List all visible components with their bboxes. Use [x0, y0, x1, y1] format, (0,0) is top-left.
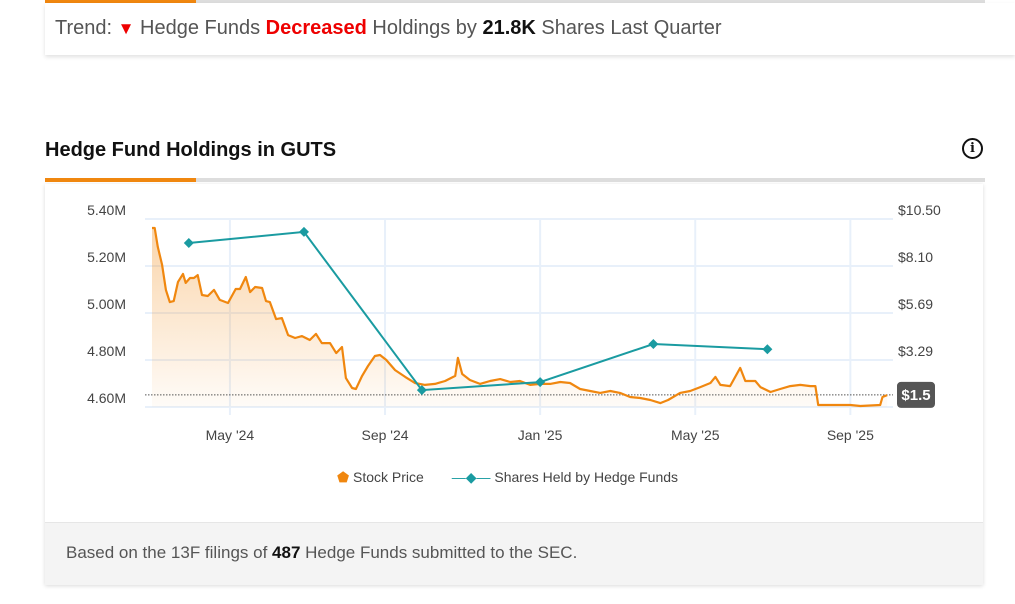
y-right-tick-label: $8.10 — [898, 249, 933, 265]
shares-held-point — [535, 377, 546, 388]
footer-note: Based on the 13F filings of 487 Hedge Fu… — [45, 522, 983, 585]
y-right-tick-label: $10.50 — [898, 202, 941, 218]
trend-text: Shares Last Quarter — [541, 17, 722, 39]
x-tick-label: Sep '24 — [362, 427, 409, 443]
chart-legend: ⬟ Stock Price —◆— Shares Held by Hedge F… — [0, 469, 1015, 486]
y-left-tick-label: 5.20M — [87, 249, 126, 265]
trend-amount: 21.8K — [482, 17, 536, 39]
shares-held-point — [416, 385, 427, 396]
trend-summary: Trend: ▼ Hedge Funds Decreased Holdings … — [45, 3, 1015, 55]
shares-held-line — [188, 230, 768, 392]
top-tab-bar — [45, 0, 985, 4]
current-price-label: $1.5 — [901, 387, 930, 404]
y-left-tick-label: 5.00M — [87, 296, 126, 312]
x-tick-label: May '25 — [671, 427, 720, 443]
y-right-tick-label: $3.29 — [898, 343, 933, 359]
active-tab-indicator — [45, 0, 196, 4]
x-tick-label: Sep '25 — [827, 427, 874, 443]
teal-diamond-icon: —◆— — [451, 469, 491, 485]
legend-shares-held[interactable]: —◆— Shares Held by Hedge Funds — [452, 469, 678, 485]
legend-label: Shares Held by Hedge Funds — [494, 469, 679, 485]
price-area — [151, 228, 888, 407]
y-left-tick-label: 4.80M — [87, 343, 126, 359]
footer-text: Based on the 13F filings of — [66, 543, 268, 562]
footer-text: Hedge Funds submitted to the SEC. — [305, 543, 578, 562]
active-tab-indicator — [45, 178, 196, 182]
orange-marker-icon: ⬟ — [336, 469, 350, 485]
current-price-badge — [897, 381, 935, 408]
stock-price-line — [152, 226, 888, 408]
trend-text: Hedge Funds — [140, 17, 261, 39]
down-arrow-icon: ▼ — [117, 19, 135, 38]
chart-tab-bar — [45, 178, 985, 182]
shares-held-point — [298, 226, 309, 237]
trend-verb: Decreased — [265, 17, 367, 39]
shares-held-point — [648, 339, 659, 350]
section-title: Hedge Fund Holdings in GUTS — [45, 139, 337, 161]
shares-held-point — [183, 237, 194, 248]
y-right-tick-label: $5.69 — [898, 296, 933, 312]
y-left-tick-label: 4.60M — [87, 390, 126, 406]
hedge-fund-count: 487 — [272, 543, 301, 562]
legend-label: Stock Price — [353, 469, 424, 485]
shares-held-point — [762, 344, 773, 355]
x-tick-label: May '24 — [206, 427, 255, 443]
legend-stock-price[interactable]: ⬟ Stock Price — [337, 469, 424, 485]
y-left-tick-label: 5.40M — [87, 202, 126, 218]
info-icon[interactable]: i — [962, 138, 983, 159]
x-tick-label: Jan '25 — [518, 427, 563, 443]
trend-text: Holdings by — [372, 17, 477, 39]
trend-prefix: Trend: — [55, 17, 113, 39]
